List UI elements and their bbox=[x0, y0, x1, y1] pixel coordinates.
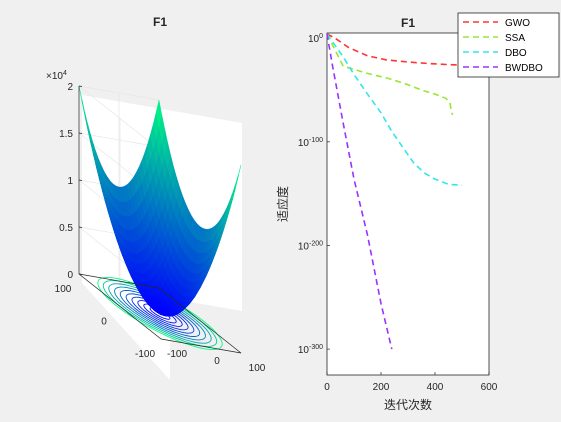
x-tick-label: 0 bbox=[214, 356, 220, 367]
surface-axes: 0 0.5 1 1.5 2 -100 0 100 -100 0 100 bbox=[55, 82, 266, 374]
z-tick-label: 2 bbox=[67, 82, 73, 93]
x-tick-label: 200 bbox=[373, 382, 390, 393]
y-tick-base: 10 bbox=[298, 138, 310, 149]
x-tick-label: 400 bbox=[427, 382, 444, 393]
legend-label: SSA bbox=[505, 33, 525, 44]
surface-face bbox=[235, 164, 242, 189]
y-tick-exponent: -200 bbox=[309, 240, 323, 247]
legend-label: BWDBO bbox=[505, 63, 543, 74]
z-tick-label: 0.5 bbox=[59, 223, 73, 234]
y-tick-base: 10 bbox=[298, 345, 310, 356]
z-tick-label: 1 bbox=[67, 176, 73, 187]
y-tick-label: 10-200 bbox=[298, 240, 323, 252]
legend-label: DBO bbox=[505, 48, 527, 59]
y-tick-label: -100 bbox=[135, 349, 155, 360]
z-tick-label: 0 bbox=[67, 270, 73, 281]
surface-axis-line bbox=[78, 273, 162, 340]
legend-label: GWO bbox=[505, 18, 530, 29]
series-line-bwdbo bbox=[326, 33, 393, 350]
x-tick-label: 600 bbox=[481, 382, 498, 393]
surface-axis-line bbox=[158, 287, 242, 354]
convergence-title: F1 bbox=[401, 16, 415, 30]
y-tick-exponent: 0 bbox=[319, 33, 323, 40]
convergence-series bbox=[326, 33, 463, 350]
x-tick-label: -100 bbox=[167, 349, 187, 360]
y-tick-label: 10-100 bbox=[298, 137, 323, 149]
z-tick bbox=[78, 132, 83, 134]
convergence-ylabel: 适应度 bbox=[275, 186, 290, 222]
z-tick bbox=[78, 273, 83, 275]
series-line-gwo bbox=[326, 33, 463, 66]
convergence-axes-box bbox=[326, 32, 490, 376]
z-multiplier-label: ×104 bbox=[46, 70, 67, 82]
surface-axis-line bbox=[78, 273, 160, 289]
y-tick-label: 10-300 bbox=[298, 344, 323, 356]
y-tick-exponent: -300 bbox=[309, 344, 323, 351]
z-tick-label: 1.5 bbox=[59, 129, 73, 140]
series-line-ssa bbox=[326, 33, 454, 116]
z-tick bbox=[78, 226, 83, 228]
convergence-xlabel: 迭代次数 bbox=[384, 397, 432, 412]
surface-title: F1 bbox=[153, 15, 167, 29]
y-tick-exponent: -100 bbox=[309, 137, 323, 144]
x-tick-label: 100 bbox=[249, 363, 266, 374]
legend-items: GWO SSA DBO BWDBO bbox=[463, 18, 543, 74]
y-tick-label: 0 bbox=[101, 317, 107, 328]
z-tick bbox=[78, 85, 83, 87]
series-line-dbo bbox=[326, 33, 463, 187]
y-tick-base: 10 bbox=[298, 241, 310, 252]
legend: GWO SSA DBO BWDBO bbox=[457, 12, 560, 78]
y-tick-label: 100 bbox=[308, 33, 323, 45]
z-tick bbox=[78, 179, 83, 181]
y-tick-base: 10 bbox=[308, 34, 320, 45]
surface-plot: 0 0.5 1 1.5 2 -100 0 100 -100 0 100 F1 ×104 bbox=[46, 15, 266, 380]
surface-mesh bbox=[78, 85, 242, 317]
y-tick-label: 100 bbox=[55, 284, 72, 295]
z-multiplier-exponent: 4 bbox=[63, 70, 67, 77]
x-tick-label: 0 bbox=[324, 382, 330, 393]
surface-axis-line bbox=[160, 338, 242, 354]
z-multiplier-base: ×10 bbox=[46, 71, 63, 82]
